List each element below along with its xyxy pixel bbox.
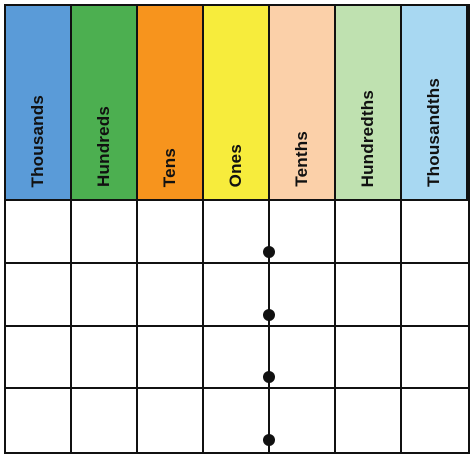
grid-cell [336, 201, 402, 264]
grid-cell [270, 389, 336, 452]
grid-cell [402, 326, 468, 390]
column-header-thousandths: Thousandths [402, 6, 468, 201]
grid-cell [270, 263, 336, 327]
column-header-ones: Ones [204, 6, 270, 201]
decimal-point-dot [263, 371, 275, 384]
grid-cell [402, 263, 468, 327]
grid-cell [204, 389, 270, 452]
place-value-chart: Thousands Hundreds Tens Ones Tenths Hund… [4, 4, 470, 454]
grid-cell [72, 326, 138, 390]
grid-cell [72, 389, 138, 452]
column-label-hundreds: Hundreds [94, 106, 113, 187]
grid-cell [6, 201, 72, 264]
grid-cell [138, 389, 204, 452]
decimal-point-dot [263, 245, 275, 258]
grid-cell [336, 326, 402, 390]
column-header-hundreds: Hundreds [72, 6, 138, 201]
column-label-thousandths: Thousandths [424, 78, 443, 187]
column-label-tenths: Tenths [292, 131, 311, 187]
column-label-tens: Tens [160, 147, 179, 187]
grid-cell [402, 389, 468, 452]
grid-cell [270, 326, 336, 390]
grid-cell [6, 326, 72, 390]
grid-cell [138, 326, 204, 390]
column-header-tens: Tens [138, 6, 204, 201]
grid-cell [336, 389, 402, 452]
decimal-point-dot [263, 308, 275, 321]
column-header-hundredths: Hundredths [336, 6, 402, 201]
grid-cell [270, 201, 336, 264]
decimal-point-dot [263, 434, 275, 446]
grid-cell [138, 263, 204, 327]
column-label-hundredths: Hundredths [358, 89, 377, 187]
grid-cell [6, 389, 72, 452]
grid-cell [138, 201, 204, 264]
column-label-ones: Ones [226, 143, 245, 187]
column-label-thousands: Thousands [28, 94, 47, 187]
column-header-thousands: Thousands [6, 6, 72, 201]
grid-cell [204, 326, 270, 390]
grid-cell [402, 201, 468, 264]
grid-cell [336, 263, 402, 327]
grid-cell [6, 263, 72, 327]
grid-cell [204, 201, 270, 264]
grid-cell [204, 263, 270, 327]
grid-cell [72, 263, 138, 327]
grid-cell [72, 201, 138, 264]
column-header-tenths: Tenths [270, 6, 336, 201]
